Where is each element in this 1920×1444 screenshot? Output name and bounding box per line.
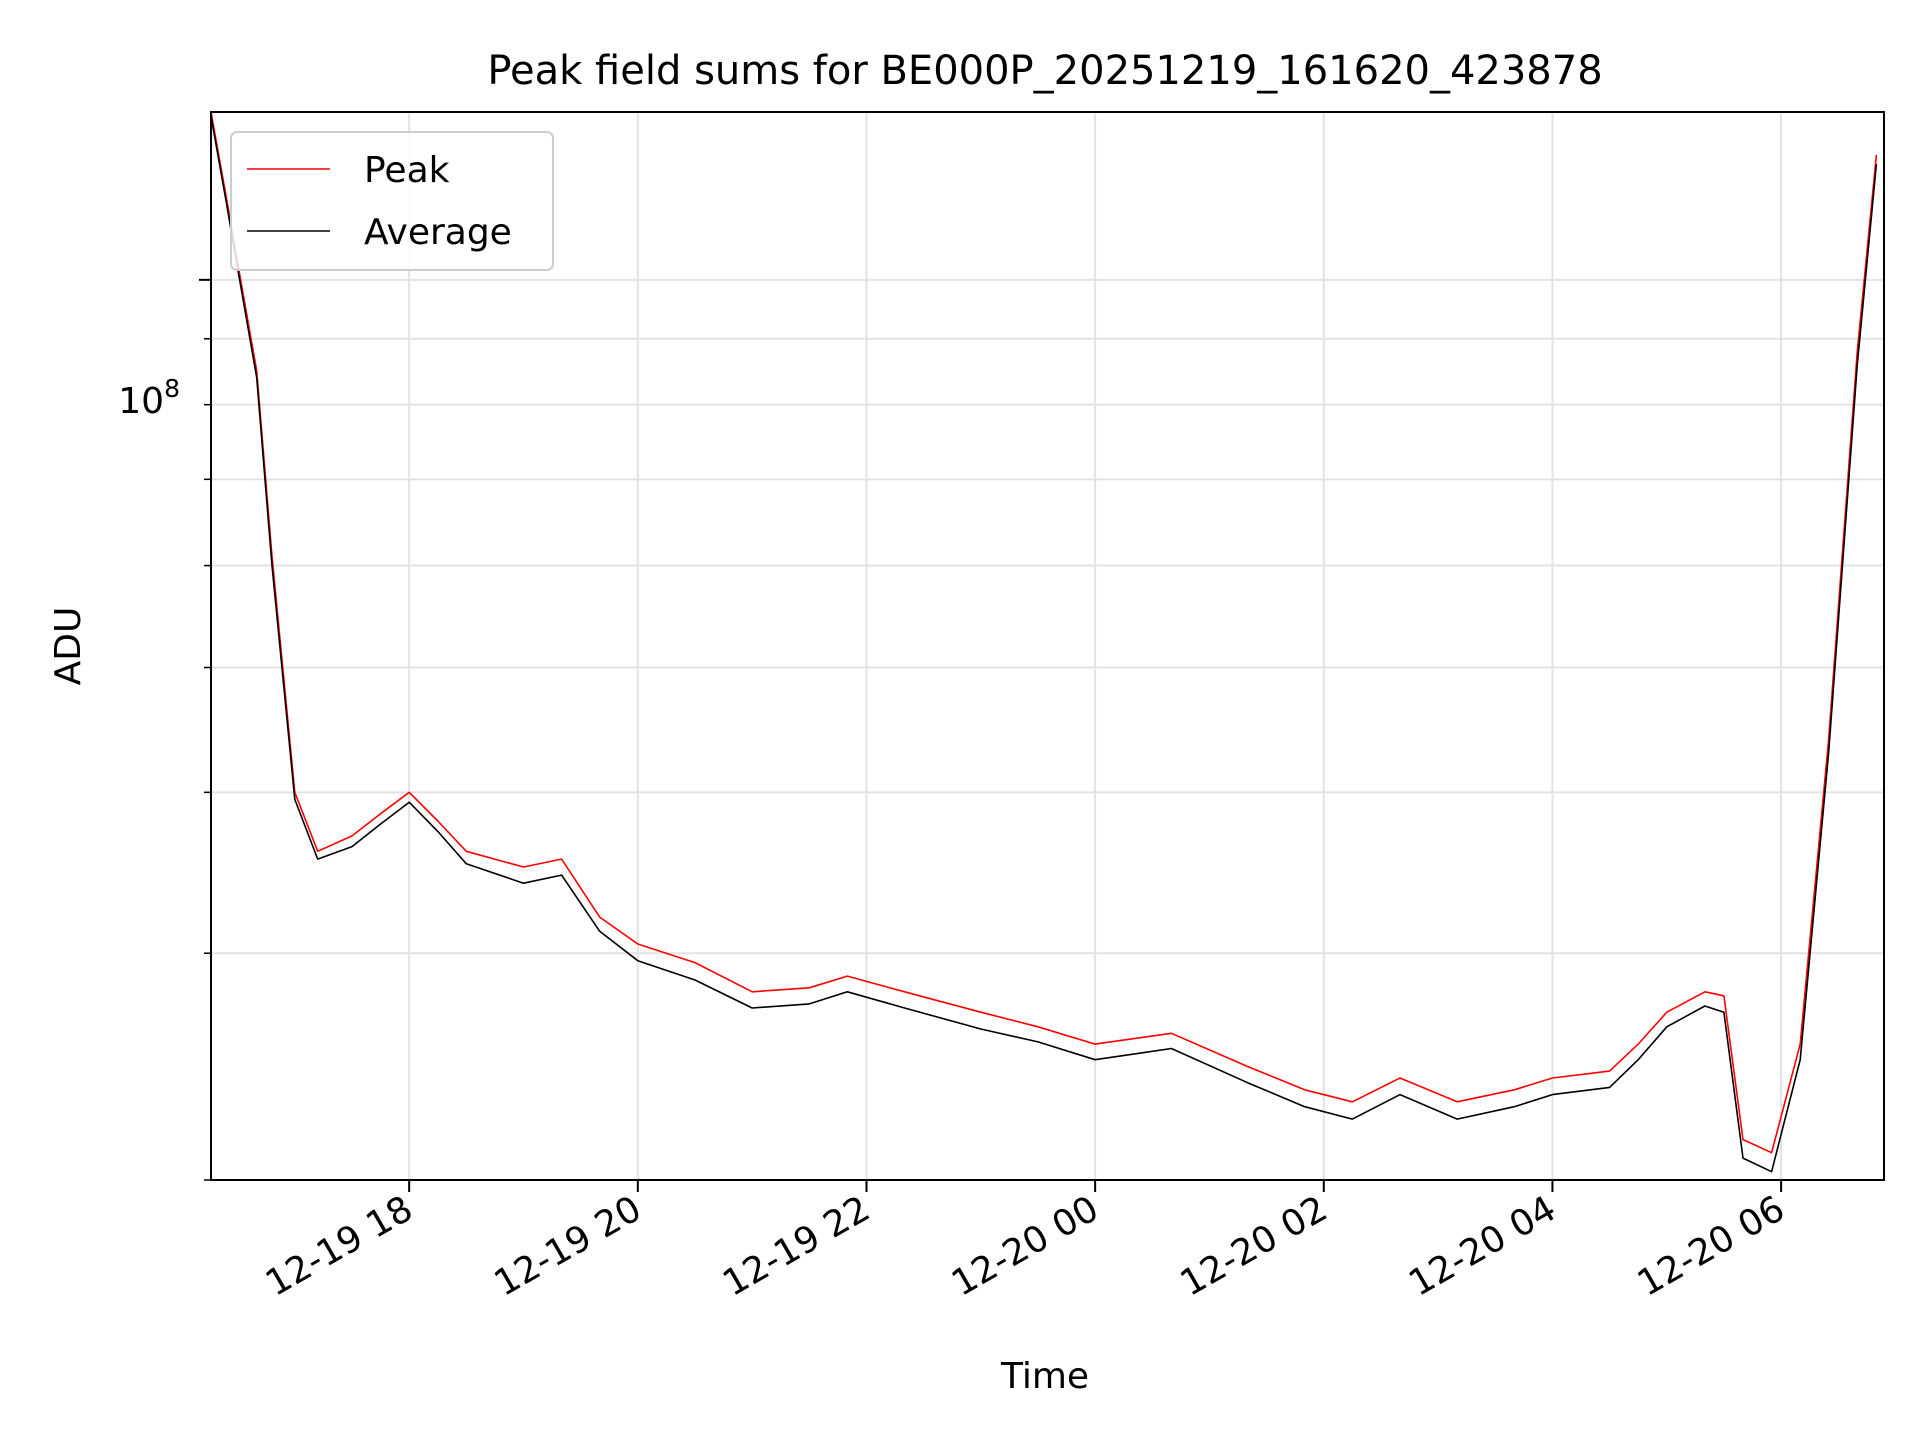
plot-frame <box>210 111 1885 1181</box>
series-lines <box>210 111 1878 1173</box>
y-axis-ticks <box>199 278 211 1181</box>
y-tick-exponent: 8 <box>164 374 180 403</box>
legend-label-peak: Peak <box>364 150 450 191</box>
legend-label-average: Average <box>364 212 512 253</box>
legend-box <box>230 131 554 271</box>
chart-title: Peak field sums for BE000P_20251219_1616… <box>487 48 1602 94</box>
y-major-tick-label: 108 <box>118 374 180 422</box>
y-tick-base: 10 <box>118 381 164 422</box>
svg-text:108: 108 <box>118 374 180 422</box>
legend: Peak Average <box>230 131 554 271</box>
series-line-peak <box>210 111 1878 1154</box>
grid-lines <box>211 112 1884 1181</box>
y-axis-label: ADU <box>48 607 89 686</box>
x-axis-label: Time <box>1000 1356 1089 1397</box>
series-line-average <box>210 116 1878 1173</box>
